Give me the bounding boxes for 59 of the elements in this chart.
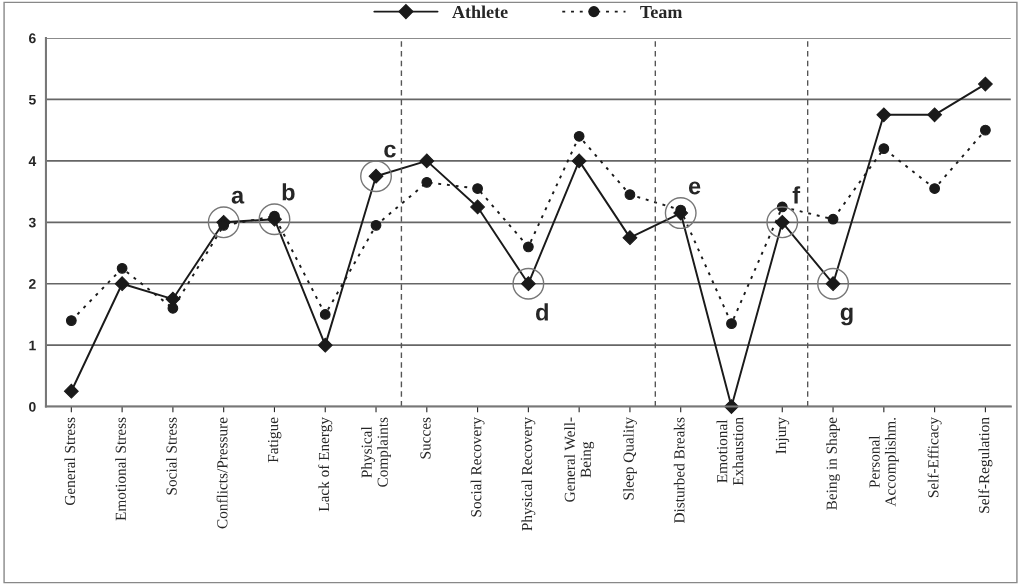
point	[929, 183, 940, 194]
legend-label: Athlete	[452, 5, 508, 19]
x-tick-label: Physical Recovery	[521, 417, 536, 531]
point	[624, 189, 636, 201]
point	[116, 262, 128, 274]
annotation: e	[688, 181, 701, 195]
annotation: g	[840, 307, 853, 326]
point	[622, 230, 638, 246]
point	[878, 143, 890, 154]
x-tick-label: Being in Shape	[826, 417, 840, 510]
point	[317, 337, 333, 353]
x-tick-label: Self-Efficacy	[927, 417, 942, 498]
x-tick-label: Sleep Quality	[622, 417, 637, 500]
x-tick-label: Social Recovery	[470, 417, 485, 517]
x-tick-label: Disturbed Breaks	[673, 417, 685, 524]
point	[978, 76, 993, 92]
annotation: c	[384, 144, 396, 158]
point	[571, 153, 587, 169]
x-tick-label: Emotional Stress	[115, 417, 126, 521]
x-tick-label: General Stress	[64, 417, 76, 506]
x-tick-label: Physical Complaints	[361, 417, 391, 487]
point	[63, 383, 79, 399]
x-tick-label: Emotional Exhaustion	[716, 417, 744, 486]
x-tick-label: Fatigue	[267, 417, 282, 463]
point	[827, 213, 839, 225]
x-tick-label: General Well- Being	[564, 417, 595, 502]
y-tick-label: 0	[29, 401, 36, 412]
y-tick-label: 5	[28, 94, 36, 105]
x-tick-label: Lack of Energy	[318, 417, 333, 512]
point	[927, 107, 943, 123]
point	[370, 219, 382, 231]
point	[980, 124, 991, 136]
point	[522, 241, 534, 253]
point	[472, 183, 483, 194]
point	[470, 199, 485, 215]
annotation: b	[282, 183, 295, 201]
legend-label: Team	[640, 6, 683, 19]
x-tick-label: Personal Accomplishm.	[868, 418, 899, 507]
y-tick-label: 2	[28, 279, 36, 289]
point	[319, 309, 331, 320]
x-tick-label: Conflicts/Pressure	[216, 417, 228, 529]
x-tick-label: Injury	[775, 417, 790, 454]
x-tick-label: Social Stress	[165, 417, 177, 495]
annotation: d	[536, 303, 548, 321]
point	[726, 318, 737, 330]
point	[421, 176, 433, 188]
x-tick-label: Self-Regulation	[978, 417, 993, 513]
point	[419, 153, 435, 169]
y-tick-label: 6	[29, 33, 36, 44]
point	[573, 130, 585, 142]
x-tick-label: Succes	[420, 417, 431, 459]
y-tick-label: 4	[28, 156, 37, 166]
annotation: f	[792, 186, 801, 204]
point	[876, 107, 892, 123]
y-tick-label: 1	[29, 340, 36, 351]
annotation: a	[231, 190, 245, 204]
y-tick-label: 3	[28, 217, 36, 228]
point	[65, 315, 77, 326]
point	[114, 276, 130, 292]
